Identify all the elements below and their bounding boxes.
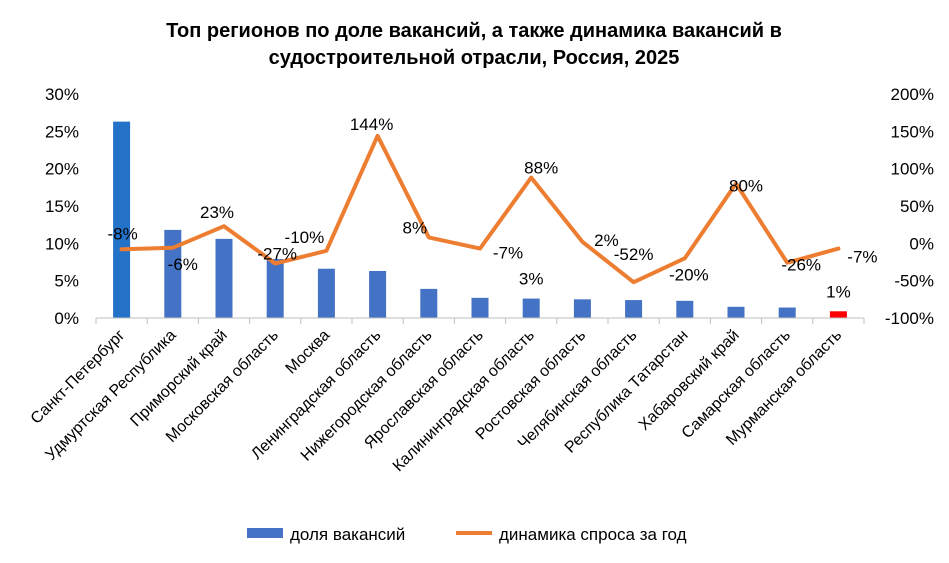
- right-axis-tick-label: -100%: [885, 309, 934, 328]
- bar-data-label: 3%: [519, 270, 544, 289]
- chart-title-line-2: судостроительной отрасли, Россия, 2025: [269, 47, 680, 69]
- line-series: [119, 133, 841, 285]
- left-axis-tick-label: 0%: [54, 309, 79, 328]
- line-data-label: -6%: [168, 255, 198, 274]
- line-demand-dynamics: [119, 133, 841, 285]
- bar: [727, 306, 745, 318]
- right-axis-tick-label: 0%: [909, 234, 934, 253]
- bar: [317, 268, 335, 318]
- right-axis-tick-label: 50%: [900, 197, 934, 216]
- line-data-label: 8%: [403, 218, 428, 237]
- bar: [164, 229, 182, 318]
- bar: [676, 300, 694, 318]
- left-axis-tick-label: 15%: [45, 197, 79, 216]
- line-data-label: 2%: [594, 231, 619, 250]
- right-axis-tick-label: 150%: [891, 122, 934, 141]
- bar: [420, 288, 438, 318]
- legend: доля вакансий динамика спроса за год: [247, 525, 687, 544]
- category-label: Хабаровский край: [636, 327, 743, 434]
- left-axis-tick-label: 5%: [54, 272, 79, 291]
- line-data-labels: -8% -6% 23% -27%-10% 144% 8% -7% 88% 2%-52% -20% 8…: [107, 115, 877, 284]
- bar: [471, 297, 489, 318]
- line-data-label: -10%: [285, 228, 325, 247]
- bar: [522, 298, 540, 318]
- bar-data-label: 1%: [826, 282, 851, 301]
- chart-title-line-1: Топ регионов по доле вакансий, а также д…: [166, 20, 782, 42]
- right-axis-tick-label: 100%: [891, 160, 934, 179]
- line-data-label: -8%: [107, 224, 137, 243]
- bar: [266, 259, 284, 318]
- left-axis-tick-label: 25%: [45, 122, 79, 141]
- bar: [829, 311, 847, 318]
- right-axis: -100% -50% 0% 50% 100% 150% 200%: [885, 85, 934, 328]
- left-axis-tick-label: 20%: [45, 160, 79, 179]
- line-data-label: -20%: [669, 265, 709, 284]
- x-axis: [95, 317, 865, 324]
- left-axis: 0% 5% 10% 15% 20% 25% 30%: [45, 85, 79, 328]
- category-label: Приморский край: [127, 327, 230, 430]
- bar: [625, 300, 643, 318]
- bar: [215, 238, 233, 318]
- bar: [573, 299, 591, 318]
- line-data-label: 144%: [350, 115, 393, 134]
- right-axis-tick-label: 200%: [891, 85, 934, 104]
- line-data-label: -7%: [847, 248, 877, 267]
- line-data-label: 88%: [524, 159, 558, 178]
- bar: [778, 307, 796, 318]
- bar-series: [113, 121, 847, 318]
- bar-data-labels: 3% 1%: [519, 270, 851, 302]
- legend-swatch-bar: [247, 528, 283, 538]
- bar: [113, 121, 131, 318]
- legend-label-bar: доля вакансий: [290, 525, 405, 544]
- line-data-label: -26%: [781, 256, 821, 275]
- legend-label-line: динамика спроса за год: [499, 525, 687, 544]
- bar: [369, 270, 387, 318]
- category-label: Санкт-Петербург: [28, 327, 129, 428]
- left-axis-tick-label: 30%: [45, 85, 79, 104]
- line-data-label: -52%: [614, 245, 654, 264]
- right-axis-tick-label: -50%: [894, 272, 934, 291]
- left-axis-tick-label: 10%: [45, 234, 79, 253]
- category-label: Москва: [283, 327, 334, 378]
- chart-title: Топ регионов по доле вакансий, а также д…: [166, 20, 782, 69]
- line-data-label: -7%: [493, 244, 523, 263]
- line-data-label: -27%: [257, 244, 297, 263]
- line-data-label: 80%: [729, 177, 763, 196]
- line-data-label: 23%: [200, 203, 234, 222]
